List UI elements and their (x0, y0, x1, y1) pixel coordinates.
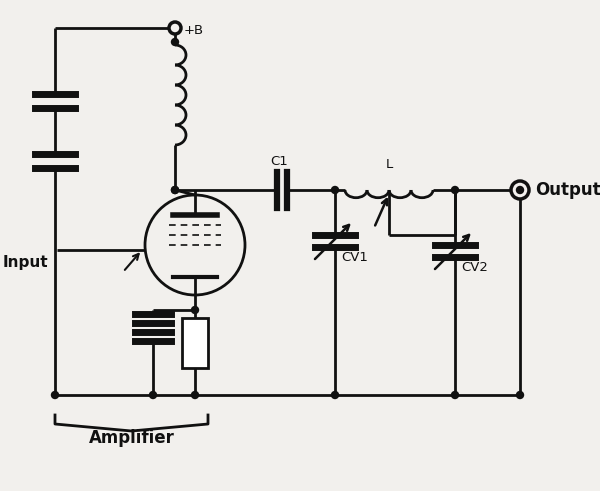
Circle shape (172, 187, 179, 193)
Circle shape (191, 306, 199, 313)
Text: +B: +B (184, 24, 204, 36)
Circle shape (331, 187, 338, 193)
Text: Amplifier: Amplifier (89, 429, 175, 447)
Circle shape (511, 181, 529, 199)
Circle shape (52, 391, 59, 399)
Text: C1: C1 (270, 155, 288, 168)
Bar (182, 318, 208, 368)
Circle shape (331, 391, 338, 399)
Circle shape (452, 391, 458, 399)
Circle shape (517, 187, 523, 193)
Text: Output: Output (535, 181, 600, 199)
Circle shape (452, 187, 458, 193)
Text: CV2: CV2 (461, 261, 488, 274)
Text: CV1: CV1 (341, 251, 368, 264)
Text: L: L (385, 158, 392, 171)
Circle shape (191, 391, 199, 399)
Circle shape (149, 391, 157, 399)
Text: Input: Input (3, 255, 49, 270)
Circle shape (517, 391, 523, 399)
Circle shape (172, 187, 179, 193)
Circle shape (172, 38, 179, 46)
